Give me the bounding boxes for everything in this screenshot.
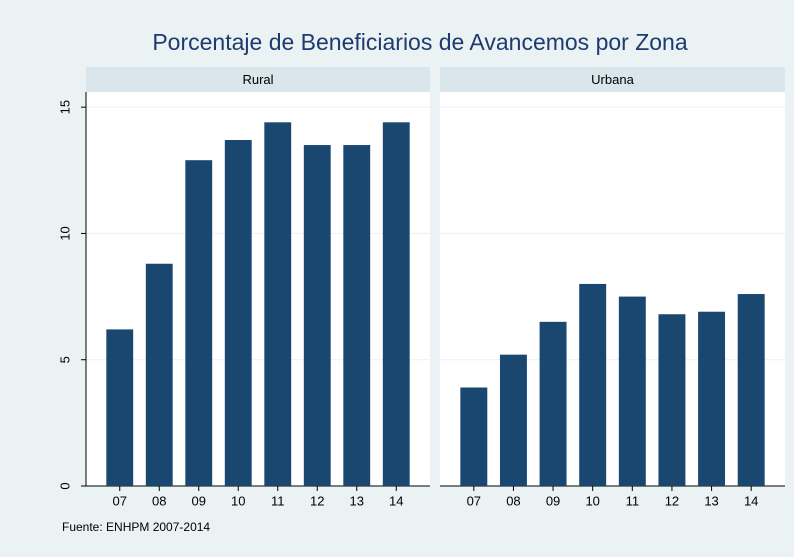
bar xyxy=(539,321,567,486)
panel-header xyxy=(86,67,430,92)
y-tick-label: 10 xyxy=(57,226,72,240)
y-tick-label: 0 xyxy=(57,482,72,489)
bar xyxy=(303,145,331,487)
x-tick-label: 13 xyxy=(704,493,718,508)
plot-area xyxy=(440,92,785,486)
bar xyxy=(343,145,371,487)
x-tick-label: 09 xyxy=(192,493,206,508)
x-tick-label: 10 xyxy=(231,493,245,508)
x-tick-label: 07 xyxy=(113,493,127,508)
y-tick-label: 15 xyxy=(57,100,72,114)
panel-title: Rural xyxy=(242,72,273,87)
bar xyxy=(618,296,646,486)
panel-header xyxy=(440,67,785,92)
bar xyxy=(698,311,726,486)
x-tick-label: 11 xyxy=(626,493,640,508)
bar xyxy=(224,139,252,486)
x-tick-label: 08 xyxy=(152,493,166,508)
bar xyxy=(106,329,134,486)
bar xyxy=(737,294,765,486)
x-tick-label: 12 xyxy=(665,493,679,508)
chart-title: Porcentaje de Beneficiarios de Avancemos… xyxy=(152,29,687,55)
y-tick-label: 5 xyxy=(57,356,72,363)
bar xyxy=(460,387,488,486)
note: Fuente: ENHPM 2007-2014 xyxy=(62,520,210,534)
bar xyxy=(185,160,213,486)
x-tick-label: 08 xyxy=(506,493,520,508)
x-tick-label: 09 xyxy=(546,493,560,508)
x-tick-label: 10 xyxy=(585,493,599,508)
bar xyxy=(264,122,292,487)
panel-title: Urbana xyxy=(591,72,634,87)
bar xyxy=(382,122,410,487)
x-tick-label: 12 xyxy=(310,493,324,508)
bar xyxy=(579,283,607,486)
x-tick-label: 11 xyxy=(271,493,285,508)
x-tick-label: 13 xyxy=(350,493,364,508)
bar xyxy=(145,263,173,486)
x-tick-label: 07 xyxy=(467,493,481,508)
plot-area xyxy=(86,92,430,486)
x-tick-label: 14 xyxy=(389,493,403,508)
bar xyxy=(499,354,527,486)
bar xyxy=(658,314,686,486)
x-tick-label: 14 xyxy=(744,493,758,508)
